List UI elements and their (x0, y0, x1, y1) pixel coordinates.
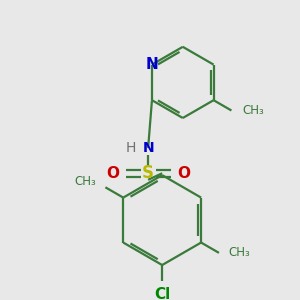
Text: CH₃: CH₃ (74, 175, 96, 188)
Text: Cl: Cl (154, 287, 170, 300)
Text: H: H (126, 141, 136, 155)
Text: CH₃: CH₃ (228, 246, 250, 260)
Text: O: O (106, 166, 119, 181)
Text: N: N (142, 141, 154, 155)
Text: O: O (177, 166, 190, 181)
Text: N: N (146, 57, 158, 72)
Text: S: S (142, 164, 154, 182)
Text: CH₃: CH₃ (243, 104, 264, 117)
